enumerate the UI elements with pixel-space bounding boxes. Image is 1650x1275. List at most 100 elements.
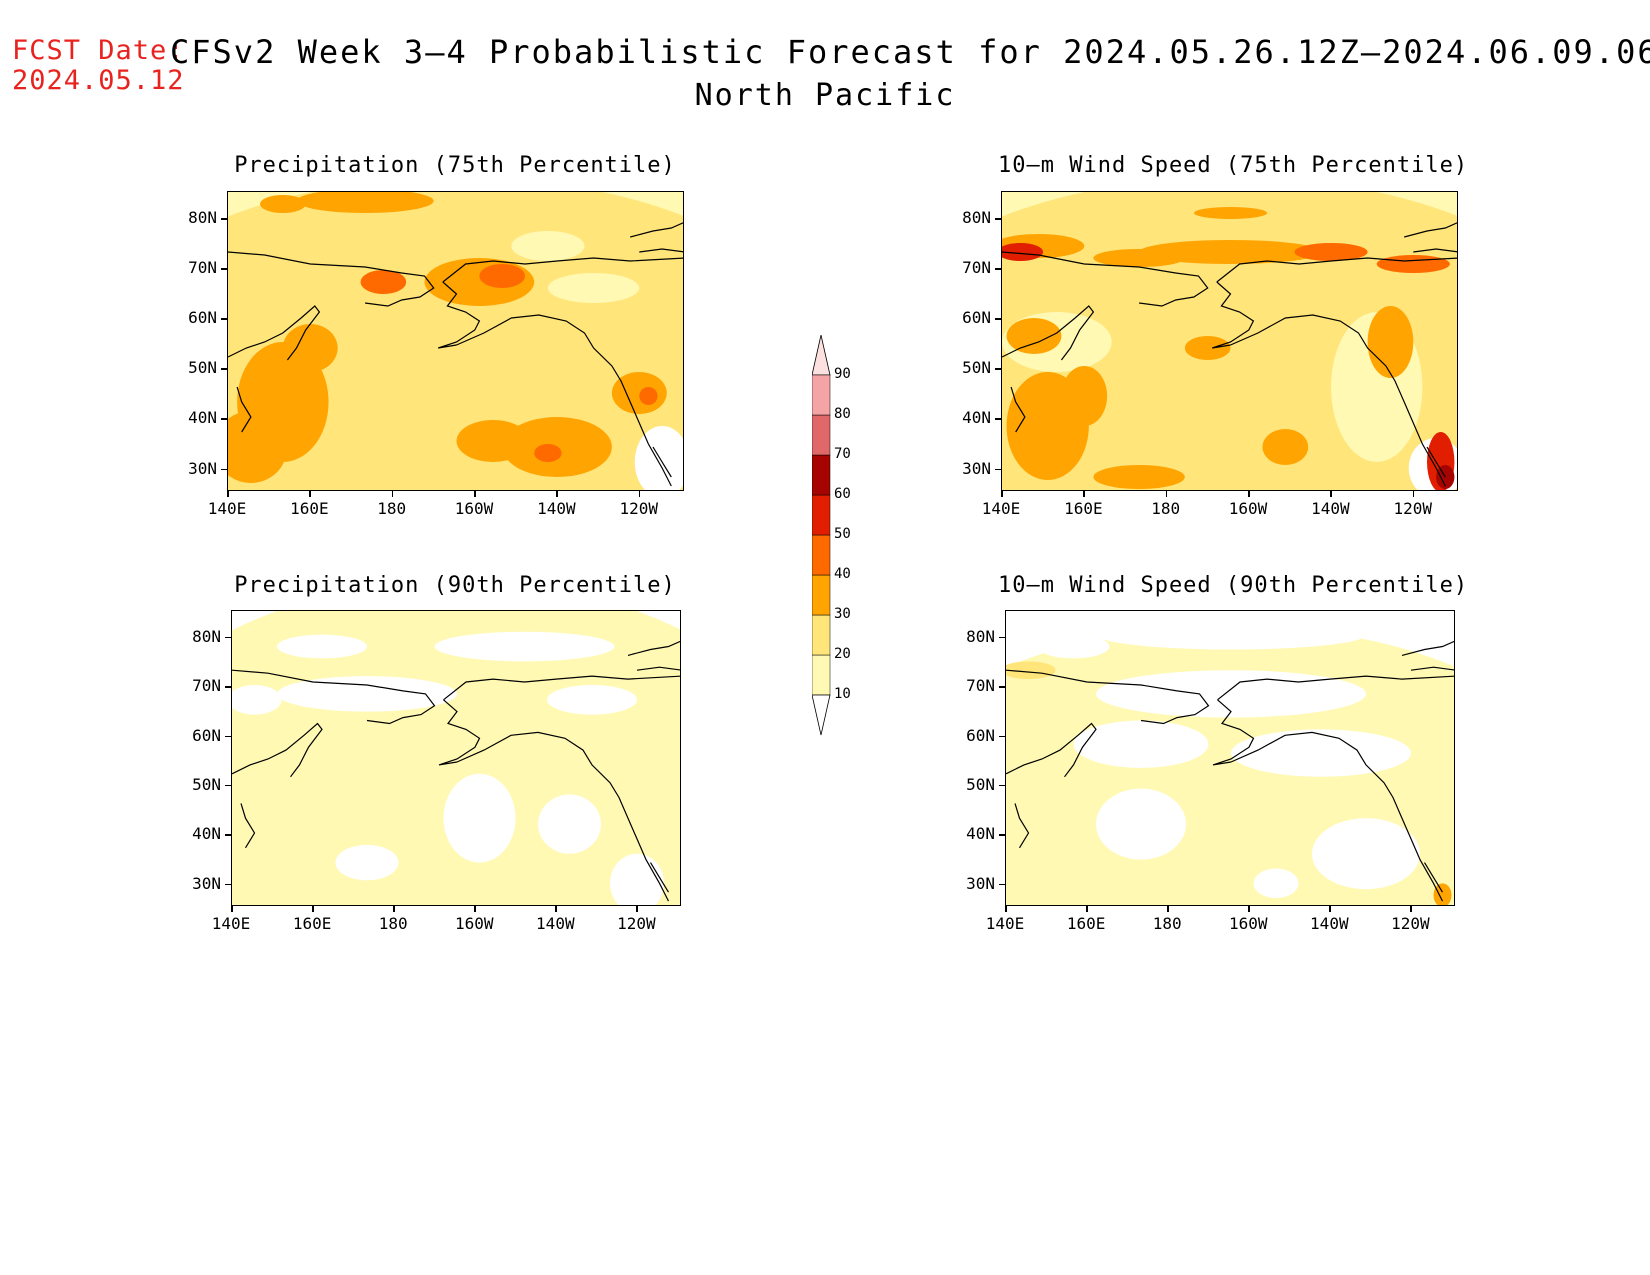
lat-tick <box>225 636 231 639</box>
lon-tick <box>638 491 641 497</box>
coastline <box>438 699 481 766</box>
lat-tick <box>225 883 231 886</box>
colorbar-label: 40 <box>834 566 851 582</box>
lon-tick-label: 160E <box>1064 499 1103 518</box>
coastline <box>639 248 683 253</box>
lon-tick <box>474 491 476 497</box>
probability-shade <box>639 387 658 405</box>
lat-tick <box>221 268 227 270</box>
coastline <box>627 640 680 656</box>
lon-tick-label: 160E <box>1066 914 1106 933</box>
lon-tick <box>556 491 558 497</box>
map-field <box>1002 192 1457 490</box>
lat-tick-label: 80N <box>192 626 221 646</box>
lon-tick-label: 120W <box>1391 914 1430 933</box>
lat-tick-label: 40N <box>962 408 991 428</box>
lat-tick-label: 50N <box>192 774 221 794</box>
lat-tick <box>999 686 1005 688</box>
lat-tick <box>225 834 231 836</box>
lat-tick-label: 40N <box>188 408 217 428</box>
panel-title-precip-90: Precipitation (90th Percentile) <box>234 573 676 598</box>
coastline <box>1401 640 1454 656</box>
forecast-date-value: 2024.05.12 <box>12 65 185 96</box>
colorbar-swatch <box>812 614 831 656</box>
lat-tick-label: 60N <box>188 308 217 328</box>
lat-tick <box>995 268 1001 270</box>
lon-tick-label: 180 <box>1152 914 1182 933</box>
probability-shade <box>1096 670 1366 718</box>
lat-tick <box>221 368 227 370</box>
colorbar-label: 70 <box>834 446 851 462</box>
coastline <box>438 281 481 349</box>
lon-tick <box>231 906 233 912</box>
coastline <box>1413 248 1457 253</box>
lat-tick-label: 80N <box>966 626 995 646</box>
coastline <box>228 251 435 307</box>
probability-shade <box>228 192 683 490</box>
lat-tick-label: 80N <box>962 208 991 227</box>
lat-tick-label: 70N <box>962 258 991 278</box>
lat-tick-label: 50N <box>188 358 217 378</box>
probability-shade <box>443 773 516 863</box>
probability-shade <box>282 324 338 372</box>
coastline <box>236 386 252 433</box>
colorbar-svg <box>812 335 831 736</box>
probability-shade <box>456 420 530 462</box>
lon-tick <box>636 906 638 912</box>
coastline <box>1014 803 1030 849</box>
lon-tick-label: 120W <box>1393 499 1432 518</box>
lon-tick-label: 120W <box>617 914 656 933</box>
coastline <box>652 446 672 478</box>
lat-tick <box>225 784 231 787</box>
lon-tick-label: 140W <box>1310 914 1349 933</box>
lon-tick-label: 140E <box>211 914 251 933</box>
probability-shade <box>1093 249 1185 267</box>
lon-tick-label: 160E <box>290 499 329 518</box>
probability-shade <box>1061 366 1108 426</box>
lon-tick <box>1083 491 1085 497</box>
lat-tick-label: 80N <box>188 208 217 227</box>
lon-tick-label: 180 <box>1151 499 1181 518</box>
probability-shade <box>296 192 434 213</box>
map-field <box>232 611 680 905</box>
lat-tick-label: 60N <box>966 725 995 745</box>
lat-tick-label: 70N <box>966 676 995 696</box>
lon-tick-label: 180 <box>378 914 408 933</box>
probability-shade <box>1073 720 1209 768</box>
coastline <box>1217 675 1454 701</box>
colorbar-cap-bottom <box>812 694 831 736</box>
lat-tick-label: 70N <box>188 258 217 278</box>
colorbar-swatch <box>812 454 831 496</box>
map-wind-75 <box>1001 191 1458 491</box>
probability-shade <box>1006 318 1062 354</box>
lat-tick-label: 60N <box>192 725 221 745</box>
lon-tick <box>393 906 395 912</box>
coastline <box>456 314 672 487</box>
probability-shade <box>511 231 585 261</box>
lat-tick-label: 50N <box>962 358 991 378</box>
colorbar-label: 50 <box>834 526 851 542</box>
coastline <box>1423 862 1444 893</box>
coastline <box>456 731 670 902</box>
panel-title-precip-75: Precipitation (75th Percentile) <box>234 153 676 178</box>
lon-tick <box>312 906 314 912</box>
lat-tick <box>221 468 227 470</box>
lon-tick <box>1330 491 1332 497</box>
coastline <box>636 666 680 671</box>
lon-tick-label: 160W <box>1228 914 1268 933</box>
lat-tick-label: 40N <box>966 824 995 844</box>
colorbar-label: 30 <box>834 606 851 622</box>
lat-tick <box>995 468 1001 470</box>
lat-tick <box>995 418 1001 420</box>
colorbar-label: 80 <box>834 406 851 422</box>
probability-shade <box>547 273 640 303</box>
probability-shade <box>277 634 367 659</box>
lon-tick-label: 140E <box>207 499 247 518</box>
lon-tick <box>1412 491 1415 497</box>
lat-tick-label: 60N <box>962 308 991 328</box>
lon-tick <box>1329 906 1331 912</box>
coastline <box>630 222 683 238</box>
page-title: CFSv2 Week 3–4 Probabilistic Forecast fo… <box>170 33 1650 71</box>
lon-tick <box>309 491 311 497</box>
coastline <box>1006 669 1210 725</box>
